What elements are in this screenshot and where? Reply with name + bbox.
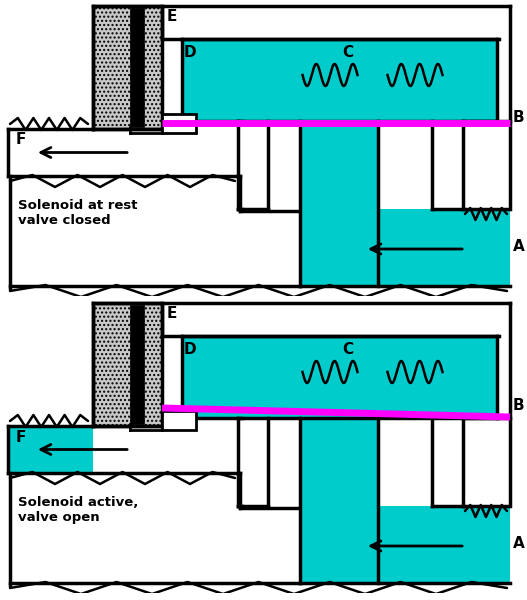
Text: D: D — [184, 45, 197, 60]
Text: F: F — [16, 430, 26, 445]
Text: D: D — [184, 342, 197, 357]
Bar — [182, 336, 497, 418]
Text: B: B — [513, 110, 524, 125]
Bar — [8, 426, 93, 473]
Bar — [162, 411, 196, 430]
Bar — [182, 39, 497, 121]
Text: A: A — [513, 239, 525, 254]
Bar — [93, 6, 162, 129]
Bar — [130, 305, 144, 424]
Bar — [300, 121, 378, 286]
Bar — [93, 303, 162, 426]
Text: E: E — [167, 9, 178, 24]
Text: C: C — [342, 342, 353, 357]
Text: Solenoid at rest
valve closed: Solenoid at rest valve closed — [18, 199, 138, 227]
Text: C: C — [342, 45, 353, 60]
Text: Solenoid active,
valve open: Solenoid active, valve open — [18, 496, 139, 524]
Bar — [130, 8, 144, 127]
Bar — [300, 209, 510, 286]
Text: F: F — [16, 133, 26, 148]
Text: B: B — [513, 398, 524, 413]
Bar — [300, 506, 510, 583]
Bar — [162, 114, 196, 133]
Text: A: A — [513, 535, 525, 551]
Bar — [8, 129, 93, 176]
Bar — [300, 418, 378, 583]
Text: E: E — [167, 306, 178, 321]
